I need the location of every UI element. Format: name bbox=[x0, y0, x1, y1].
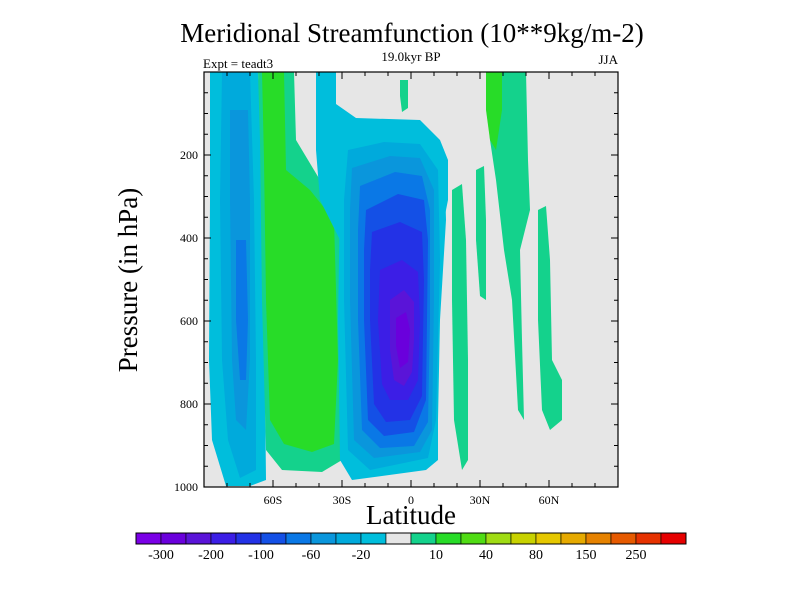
contour-eq-thin-strip bbox=[400, 80, 408, 112]
colorbar-swatch bbox=[135, 532, 162, 545]
x-tick-label: 30S bbox=[333, 493, 352, 507]
y-tick-label: 200 bbox=[180, 148, 198, 162]
colorbar-swatch bbox=[510, 532, 537, 545]
colorbar-swatch bbox=[260, 532, 287, 545]
plot-area: 60S 30S 0 30N 60N 200 400 600 800 1000 bbox=[174, 71, 619, 507]
contour-sh-ferrel-core bbox=[262, 72, 338, 452]
colorbar-label: 40 bbox=[479, 548, 493, 563]
colorbar-swatch bbox=[560, 532, 587, 545]
colorbar-swatch bbox=[310, 532, 337, 545]
colorbar-label: -60 bbox=[302, 548, 321, 563]
colorbar-label: -200 bbox=[198, 548, 224, 563]
contour-nh-ferrel-core bbox=[486, 72, 502, 150]
y-axis-ticks: 200 400 600 800 1000 bbox=[174, 92, 618, 494]
colorbar-swatch bbox=[335, 532, 362, 545]
colorbar-swatch bbox=[435, 532, 462, 545]
colorbar-label: 150 bbox=[576, 548, 597, 563]
colorbar-swatch bbox=[410, 532, 437, 545]
x-tick-label: 30N bbox=[470, 493, 491, 507]
chart-subtitle-right: JJA bbox=[598, 52, 618, 67]
colorbar-swatch bbox=[285, 532, 312, 545]
colorbar: -300 -200 -100 -60 -20 10 40 80 150 250 bbox=[135, 532, 687, 563]
colorbar-label: -300 bbox=[148, 548, 174, 563]
colorbar-swatch bbox=[160, 532, 187, 545]
x-axis-label: Latitude bbox=[366, 500, 456, 530]
colorbar-swatch bbox=[635, 532, 662, 545]
colorbar-swatch bbox=[660, 532, 687, 545]
colorbar-label: 80 bbox=[529, 548, 543, 563]
colorbar-swatch bbox=[485, 532, 512, 545]
colorbar-swatch bbox=[185, 532, 212, 545]
x-tick-label: 60N bbox=[539, 493, 560, 507]
chart-subtitle-center: 19.0kyr BP bbox=[381, 49, 440, 64]
contour-nh-mid-cell bbox=[538, 206, 562, 430]
contour-hadley-core bbox=[396, 312, 410, 368]
colorbar-label: 10 bbox=[429, 548, 443, 563]
x-tick-label: 60S bbox=[264, 493, 283, 507]
colorbar-label: -100 bbox=[248, 548, 274, 563]
y-tick-label: 800 bbox=[180, 397, 198, 411]
contour-sh-polar-core bbox=[236, 240, 248, 380]
chart-subtitle-left: Expt = teadt3 bbox=[203, 56, 273, 71]
colorbar-swatch bbox=[235, 532, 262, 545]
colorbar-swatch bbox=[210, 532, 237, 545]
y-tick-label: 400 bbox=[180, 231, 198, 245]
colorbar-label: 250 bbox=[626, 548, 647, 563]
x-tick-label: 0 bbox=[408, 493, 414, 507]
colorbar-label: -20 bbox=[352, 548, 371, 563]
contour-nh-strip-a bbox=[452, 184, 468, 470]
y-axis-label: Pressure (in hPa) bbox=[113, 188, 143, 372]
y-tick-label: 600 bbox=[180, 314, 198, 328]
contour-fills bbox=[209, 72, 562, 486]
contour-nh-ferrel bbox=[486, 72, 530, 420]
chart-title: Meridional Streamfunction (10**9kg/m-2) bbox=[180, 18, 643, 48]
contour-nh-strip-b bbox=[476, 166, 486, 300]
colorbar-frame bbox=[135, 532, 687, 545]
colorbar-swatch bbox=[535, 532, 562, 545]
colorbar-swatch bbox=[360, 532, 387, 545]
x-axis-ticks: 60S 30S 0 30N 60N bbox=[226, 72, 596, 507]
colorbar-swatch bbox=[585, 532, 612, 545]
y-tick-label: 1000 bbox=[174, 480, 198, 494]
colorbar-swatch bbox=[460, 532, 487, 545]
colorbar-swatch bbox=[610, 532, 637, 545]
colorbar-swatch bbox=[385, 532, 412, 545]
